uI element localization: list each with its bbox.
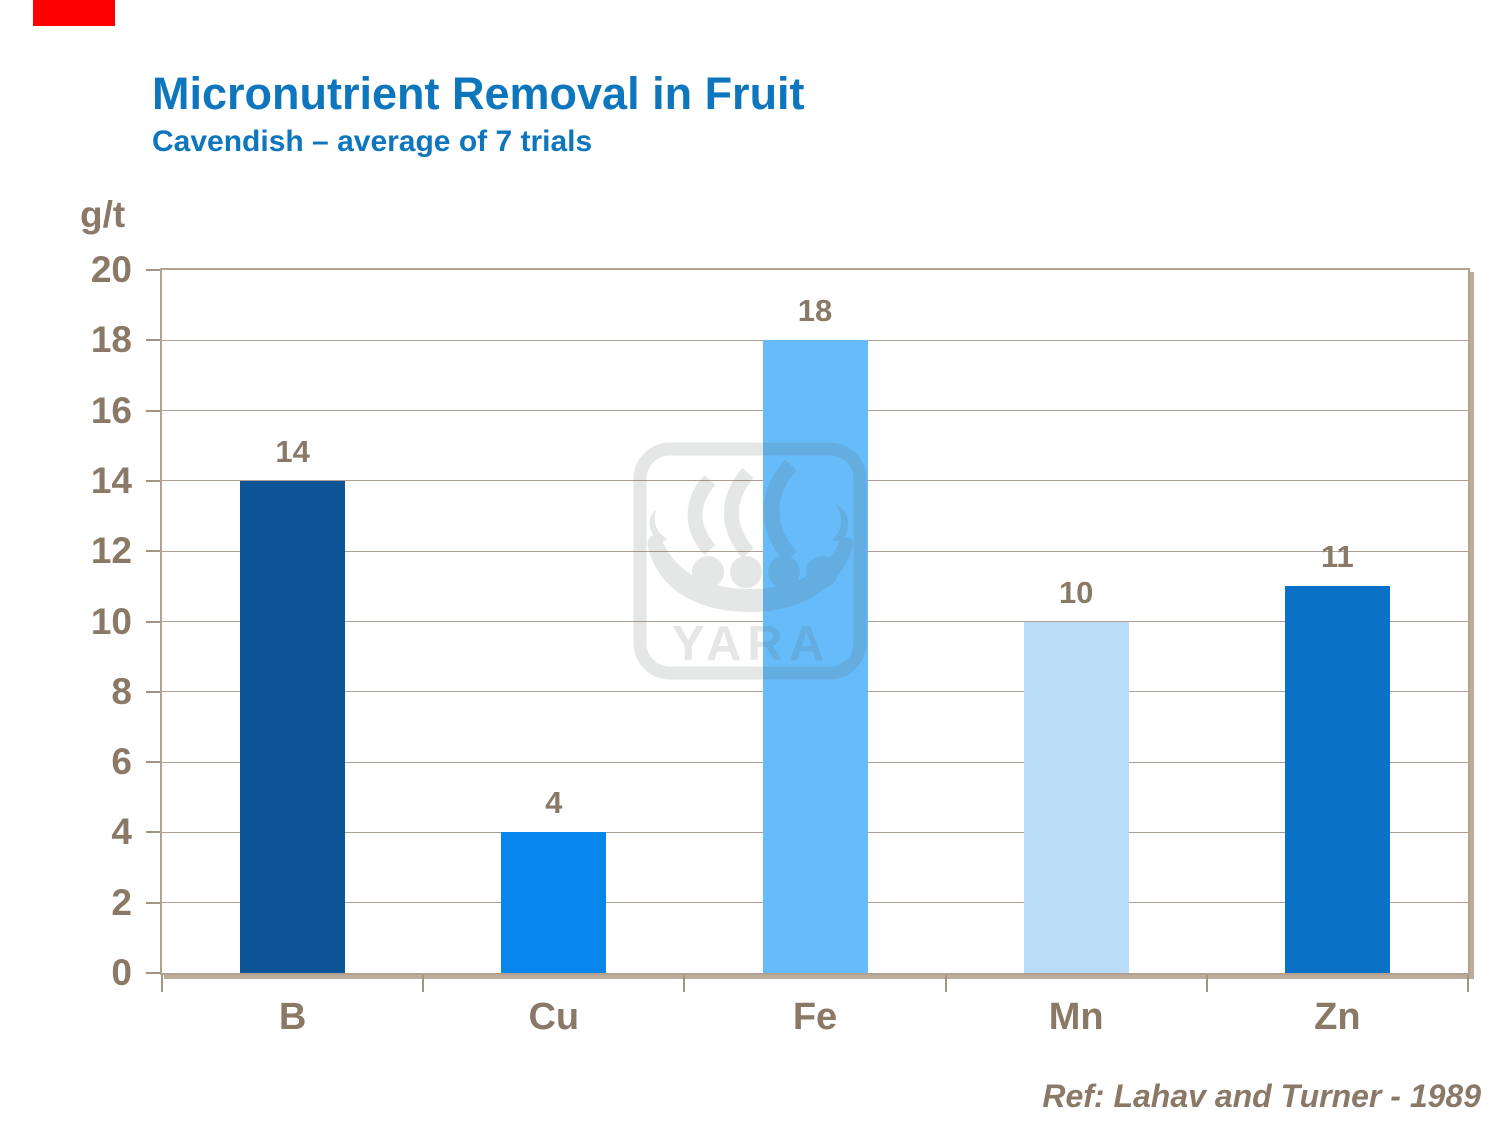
y-axis-tick <box>146 761 160 764</box>
x-axis-tick <box>1205 975 1208 992</box>
y-axis-tick-label: 18 <box>90 319 132 361</box>
category-label: Cu <box>528 996 580 1038</box>
title-block: Micronutrient Removal in Fruit Cavendish… <box>152 68 1252 159</box>
red-accent-mark <box>33 0 115 26</box>
category-label: Mn <box>1048 996 1104 1038</box>
y-axis-tick <box>146 269 160 271</box>
y-axis-tick-label: 12 <box>90 530 132 572</box>
x-axis-tick <box>944 975 947 992</box>
reference-note: Ref: Lahav and Turner - 1989 <box>1042 1078 1481 1114</box>
y-axis-tick-label: 2 <box>111 881 132 923</box>
y-axis-tick <box>146 550 160 553</box>
category-label: Fe <box>792 996 838 1038</box>
bar <box>1023 621 1129 973</box>
x-axis-tick <box>683 975 686 992</box>
y-axis-tick-label: 6 <box>111 741 132 783</box>
y-axis-tick <box>146 339 160 342</box>
bar <box>1284 586 1390 973</box>
y-axis-tick <box>146 479 160 482</box>
y-axis-tick <box>146 409 160 412</box>
y-axis-tick-label: 20 <box>90 249 132 290</box>
y-axis-tick <box>146 972 160 974</box>
bar <box>762 340 868 973</box>
y-axis-tick-label: 16 <box>90 389 132 431</box>
bar-value-label: 11 <box>1321 539 1354 575</box>
y-axis-unit-label: g/t <box>80 194 126 235</box>
y-axis-tick <box>146 901 160 904</box>
x-axis-tick <box>1467 975 1469 992</box>
y-axis-tick <box>146 620 160 623</box>
y-axis-tick-label: 4 <box>111 811 132 853</box>
x-axis-tick <box>422 975 425 992</box>
x-axis-tick <box>161 975 163 992</box>
bar-value-label: 4 <box>545 785 563 821</box>
category-label: B <box>278 996 307 1038</box>
bar <box>240 480 346 973</box>
y-axis-tick-label: 10 <box>90 600 132 642</box>
y-axis-tick <box>146 690 160 693</box>
chart-subtitle: Cavendish – average of 7 trials <box>152 124 593 158</box>
y-axis-tick <box>146 831 160 834</box>
category-label: Zn <box>1314 996 1361 1038</box>
chart-title: Micronutrient Removal in Fruit <box>152 68 805 119</box>
bar-value-label: 18 <box>797 293 833 329</box>
bar-value-label: 14 <box>275 433 310 469</box>
y-axis-tick-label: 8 <box>111 670 132 712</box>
bar-value-label: 10 <box>1058 574 1094 610</box>
y-axis-tick-label: 0 <box>111 952 132 993</box>
y-axis-tick-label: 14 <box>90 459 132 501</box>
bar <box>501 832 607 973</box>
